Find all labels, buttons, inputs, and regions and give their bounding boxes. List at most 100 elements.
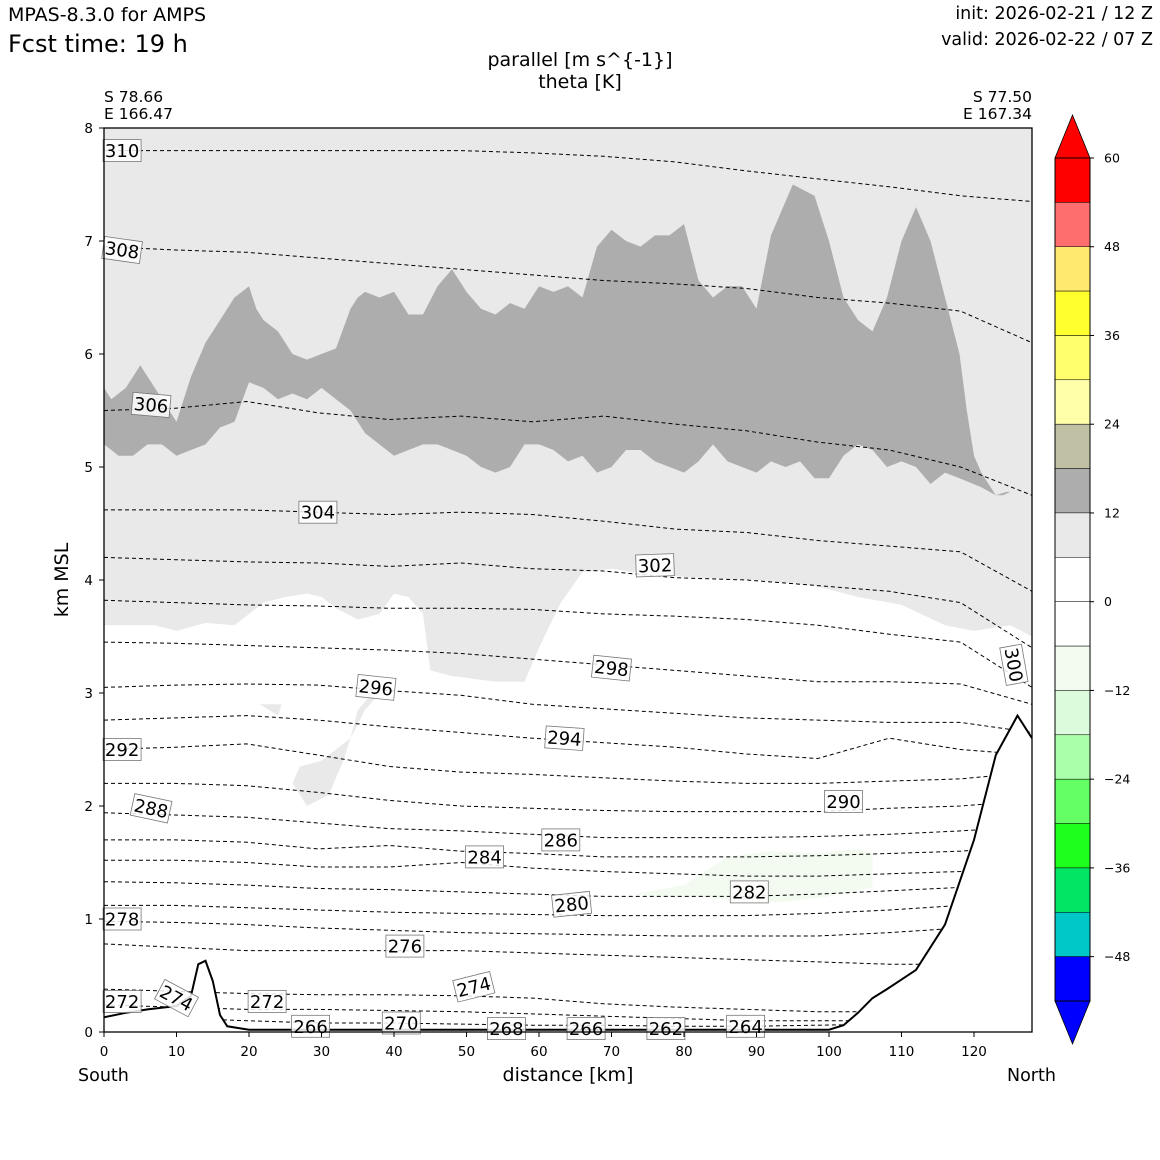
theta-label-box xyxy=(102,990,142,1013)
init-time: init: 2026-02-21 / 12 Z xyxy=(955,4,1153,24)
theta-contour-308 xyxy=(104,246,1032,344)
x-tick: 40 xyxy=(385,1032,403,1060)
x-tick-label: 60 xyxy=(530,1044,547,1060)
theta-contour-290 xyxy=(104,782,1032,813)
x-tick-label: 110 xyxy=(889,1044,915,1060)
theta-label-box xyxy=(486,1017,526,1040)
theta-label-text: 272 xyxy=(105,992,139,1013)
y-tick-label: 4 xyxy=(84,573,93,589)
y-tick: 2 xyxy=(84,799,104,815)
colorbar-tick: 60 xyxy=(1090,151,1120,166)
y-tick-label: 8 xyxy=(84,121,93,137)
theta-label-276: 276 xyxy=(385,934,425,958)
theta-label-302: 302 xyxy=(635,553,675,577)
colorbar-tick: −24 xyxy=(1090,772,1130,787)
y-tick: 5 xyxy=(84,460,104,476)
colorbar-bin xyxy=(1054,645,1091,691)
x-tick: 70 xyxy=(603,1032,620,1060)
colorbar-bin xyxy=(1054,157,1091,203)
theta-label-box xyxy=(591,654,632,682)
theta-label-264: 264 xyxy=(726,1014,765,1038)
x-tick: 20 xyxy=(240,1032,258,1060)
theta-contour-306 xyxy=(104,400,1032,496)
theta-contour-300 xyxy=(104,599,1032,688)
theta-label-280: 280 xyxy=(551,890,593,918)
forecast-time: Fcst time: 19 h xyxy=(8,30,188,58)
terrain-layer xyxy=(104,713,1032,1032)
theta-label-text: 306 xyxy=(133,394,169,418)
theta-label-box xyxy=(824,790,863,813)
colorbar-tick-label: 48 xyxy=(1104,239,1120,254)
theta-label-text: 300 xyxy=(1000,646,1027,683)
theta-label-text: 286 xyxy=(544,830,578,851)
theta-contour-278 xyxy=(104,920,1032,937)
theta-label-box xyxy=(729,880,769,904)
left-end-latitude: S 78.66 xyxy=(104,88,164,106)
theta-label-288: 288 xyxy=(129,793,173,824)
theta-label-284: 284 xyxy=(465,845,505,869)
theta-label-box xyxy=(465,845,505,869)
theta-contour-276 xyxy=(104,943,1032,965)
colorbar-tick-label: −24 xyxy=(1104,772,1130,787)
theta-label-box xyxy=(130,391,172,418)
theta-label-text: 264 xyxy=(728,1017,762,1038)
theta-label-box xyxy=(566,1017,606,1040)
x-tick: 110 xyxy=(889,1032,915,1060)
theta-label-text: 276 xyxy=(388,937,422,958)
theta-label-text: 304 xyxy=(301,503,335,524)
theta-label-272: 272 xyxy=(247,990,287,1013)
colorbar-bin xyxy=(1054,202,1091,248)
colorbar-bin xyxy=(1054,468,1091,514)
model-name: MPAS-8.3.0 for AMPS xyxy=(8,4,207,26)
chart-title-field: parallel [m s^{-1}] xyxy=(487,49,673,71)
theta-label-text: 284 xyxy=(467,847,501,868)
x-tick-label: 100 xyxy=(816,1044,842,1060)
y-tick: 8 xyxy=(84,121,104,137)
theta-label-text: 266 xyxy=(293,1017,327,1038)
x-tick: 100 xyxy=(816,1032,842,1060)
colorbar-tick: 48 xyxy=(1090,239,1120,254)
theta-label-text: 280 xyxy=(554,893,590,917)
y-tick: 4 xyxy=(84,573,104,589)
theta-label-text: 266 xyxy=(569,1019,603,1040)
theta-label-box xyxy=(102,738,142,761)
theta-label-text: 274 xyxy=(455,973,493,1002)
colorbar-bin xyxy=(1054,690,1091,736)
theta-label-270: 270 xyxy=(381,1011,421,1035)
theta-label-282: 282 xyxy=(729,880,769,904)
x-axis-ticks: 0 10 20 30 40 50 60 70 80 90 100 110 120 xyxy=(100,1032,987,1060)
x-tick: 10 xyxy=(168,1032,185,1060)
colorbar: 60 48 36 24 12 0 −12 −24 −36 −48 xyxy=(1054,113,1130,1046)
x-tick: 90 xyxy=(748,1032,765,1060)
colorbar-tick: 24 xyxy=(1090,417,1120,432)
colorbar-under-arrow xyxy=(1054,1000,1091,1046)
theta-label-300: 300 xyxy=(999,643,1029,686)
theta-contour-286 xyxy=(104,839,1032,858)
theta-label-box xyxy=(646,1017,686,1040)
theta-label-306: 306 xyxy=(130,391,172,418)
theta-label-text: 262 xyxy=(649,1019,683,1040)
theta-label-310: 310 xyxy=(102,139,142,162)
x-tick: 0 xyxy=(100,1032,109,1060)
theta-label-298: 298 xyxy=(591,654,632,682)
colorbar-tick-label: 0 xyxy=(1104,594,1112,609)
theta-label-box xyxy=(101,236,143,264)
colorbar-bin xyxy=(1054,912,1091,957)
theta-label-text: 282 xyxy=(732,882,766,903)
theta-label-294: 294 xyxy=(544,725,585,751)
x-axis-label: distance [km] xyxy=(502,1064,634,1086)
theta-label-304: 304 xyxy=(298,500,338,524)
theta-label-308: 308 xyxy=(101,236,143,264)
theta-label-text: 292 xyxy=(105,740,139,761)
y-tick: 3 xyxy=(84,686,104,702)
y-tick: 7 xyxy=(84,234,104,250)
colorbar-over-arrow xyxy=(1054,113,1091,159)
theta-label-text: 302 xyxy=(637,555,672,577)
y-tick: 6 xyxy=(84,347,104,363)
colorbar-tick: −36 xyxy=(1090,860,1130,875)
x-tick-label: 0 xyxy=(100,1044,109,1060)
x-tick-label: 120 xyxy=(961,1044,987,1060)
right-end-latitude: S 77.50 xyxy=(972,88,1032,106)
theta-label-box xyxy=(385,934,425,958)
